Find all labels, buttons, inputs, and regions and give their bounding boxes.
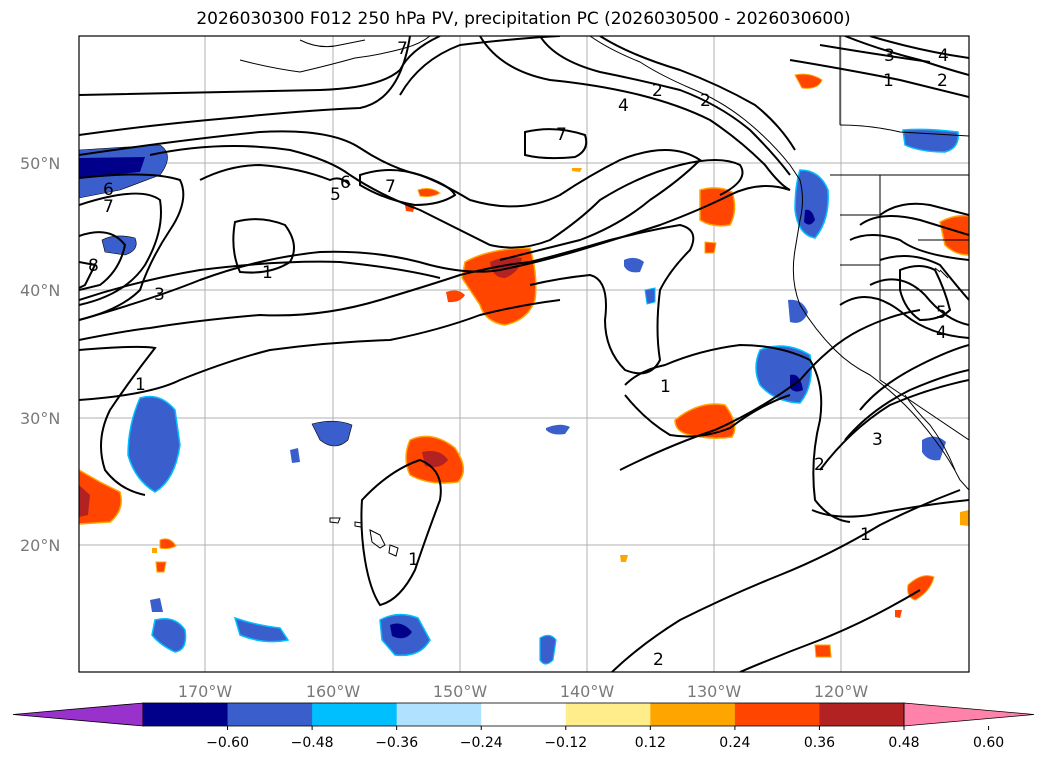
colorbar-segment — [819, 703, 905, 726]
colorbar-tick-label: −0.24 — [460, 735, 503, 751]
colorbar-segment — [312, 703, 398, 726]
contour-label: 4 — [618, 96, 629, 116]
latitude-labels: 50°N 40°N 30°N 20°N — [20, 154, 60, 555]
pv-contours — [79, 36, 969, 672]
contour-label: 1 — [860, 525, 871, 545]
contour-label: 1 — [660, 377, 671, 397]
colorbar-segment — [227, 703, 313, 726]
graticule — [79, 36, 969, 672]
precip-negative-areas — [79, 128, 959, 665]
coastlines — [239, 36, 969, 557]
colorbar-segment — [396, 703, 482, 726]
colorbar-tick-label: 0.48 — [888, 735, 919, 751]
contour-label: 7 — [103, 197, 114, 217]
colorbar-extend-max — [903, 702, 1035, 727]
contour-label: 2 — [653, 650, 664, 670]
lat-label: 30°N — [20, 409, 60, 428]
colorbar-extend-min — [12, 702, 144, 727]
contour-label: 7 — [385, 177, 396, 197]
contour-label: 5 — [936, 303, 947, 323]
colorbar-tick-label: −0.48 — [291, 735, 334, 751]
colorbar-segment — [481, 703, 567, 726]
colorbar-tick-label: 0.36 — [804, 735, 835, 751]
contour-labels: 7 2 3 4 2 1 4 2 7 6 5 7 6 7 8 3 1 1 5 4 … — [88, 39, 949, 670]
colorbar-segment — [650, 703, 736, 726]
contour-label: 6 — [340, 173, 351, 193]
contour-label: 3 — [872, 430, 883, 450]
map-title: 2026030300 F012 250 hPa PV, precipitatio… — [196, 9, 851, 29]
colorbar-tick-label: 0.60 — [973, 735, 1004, 751]
contour-label: 8 — [88, 256, 99, 276]
colorbar: −0.60 −0.48 −0.36 −0.24 −0.12 0.12 0.24 0.36 0.4… — [12, 702, 1035, 751]
contour-label: 4 — [936, 323, 947, 343]
lon-label: 160°W — [306, 682, 361, 701]
contour-label: 6 — [103, 180, 114, 200]
contour-label: 2 — [652, 81, 663, 101]
contour-label: 2 — [937, 71, 948, 91]
lat-label: 50°N — [20, 154, 60, 173]
contour-label: 3 — [884, 46, 895, 66]
contour-label: 4 — [938, 46, 949, 66]
contour-label: 1 — [135, 375, 146, 395]
colorbar-tick-label: 0.24 — [719, 735, 750, 751]
colorbar-tick-label: −0.60 — [206, 735, 249, 751]
longitude-labels: 170°W 160°W 150°W 140°W 130°W 120°W — [178, 682, 869, 701]
contour-label: 1 — [408, 550, 419, 570]
lon-label: 170°W — [178, 682, 233, 701]
colorbar-tick-label: −0.36 — [375, 735, 418, 751]
contour-label: 5 — [330, 185, 341, 205]
map-frame — [78, 35, 970, 673]
colorbar-segment — [565, 703, 651, 726]
contour-label: 7 — [556, 125, 567, 145]
colorbar-tick-label: 0.12 — [635, 735, 666, 751]
lon-label: 140°W — [560, 682, 615, 701]
lon-label: 130°W — [687, 682, 742, 701]
contour-label: 1 — [883, 71, 894, 91]
lat-label: 40°N — [20, 281, 60, 300]
lat-label: 20°N — [20, 536, 60, 555]
colorbar-segment — [143, 703, 229, 726]
contour-label: 2 — [700, 91, 711, 111]
contour-label: 2 — [814, 455, 825, 475]
lon-label: 120°W — [814, 682, 869, 701]
colorbar-segment — [734, 703, 820, 726]
contour-label: 7 — [397, 39, 408, 59]
colorbar-frame — [142, 702, 905, 727]
lon-label: 150°W — [433, 682, 488, 701]
colorbar-tick-label: −0.12 — [544, 735, 587, 751]
contour-label: 3 — [154, 285, 165, 305]
contour-label: 1 — [262, 263, 273, 283]
